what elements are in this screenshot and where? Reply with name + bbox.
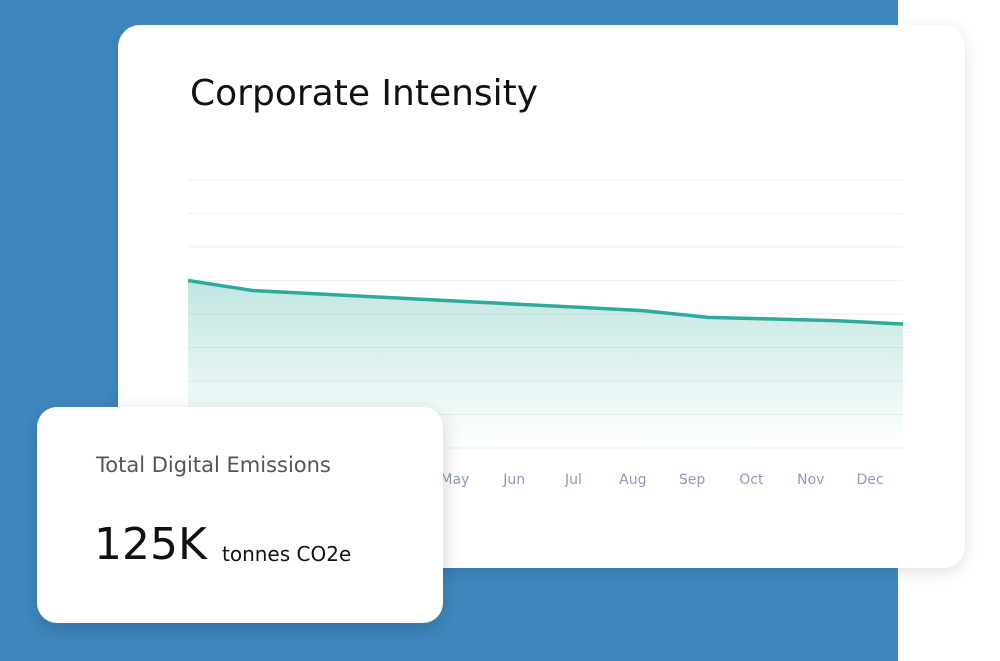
x-tick-label: Sep: [679, 472, 706, 488]
x-tick-label: Nov: [797, 472, 824, 488]
card-title: Total Digital Emissions: [96, 453, 331, 477]
area: [188, 280, 903, 448]
card-unit: tonnes CO2e: [222, 542, 352, 566]
line: [187, 278, 904, 326]
card-value: 125K: [94, 519, 207, 570]
x-tick-label: May: [440, 472, 469, 488]
chart-title: Corporate Intensity: [190, 73, 538, 114]
x-tick-label: Jul: [564, 472, 582, 488]
x-tick-label: Oct: [739, 472, 764, 488]
x-tick-label: Jun: [502, 472, 525, 488]
emissions-card: Total Digital Emissions 125K tonnes CO2e: [37, 407, 443, 623]
x-tick-label: Aug: [619, 472, 646, 488]
x-tick-label: Dec: [856, 472, 883, 488]
